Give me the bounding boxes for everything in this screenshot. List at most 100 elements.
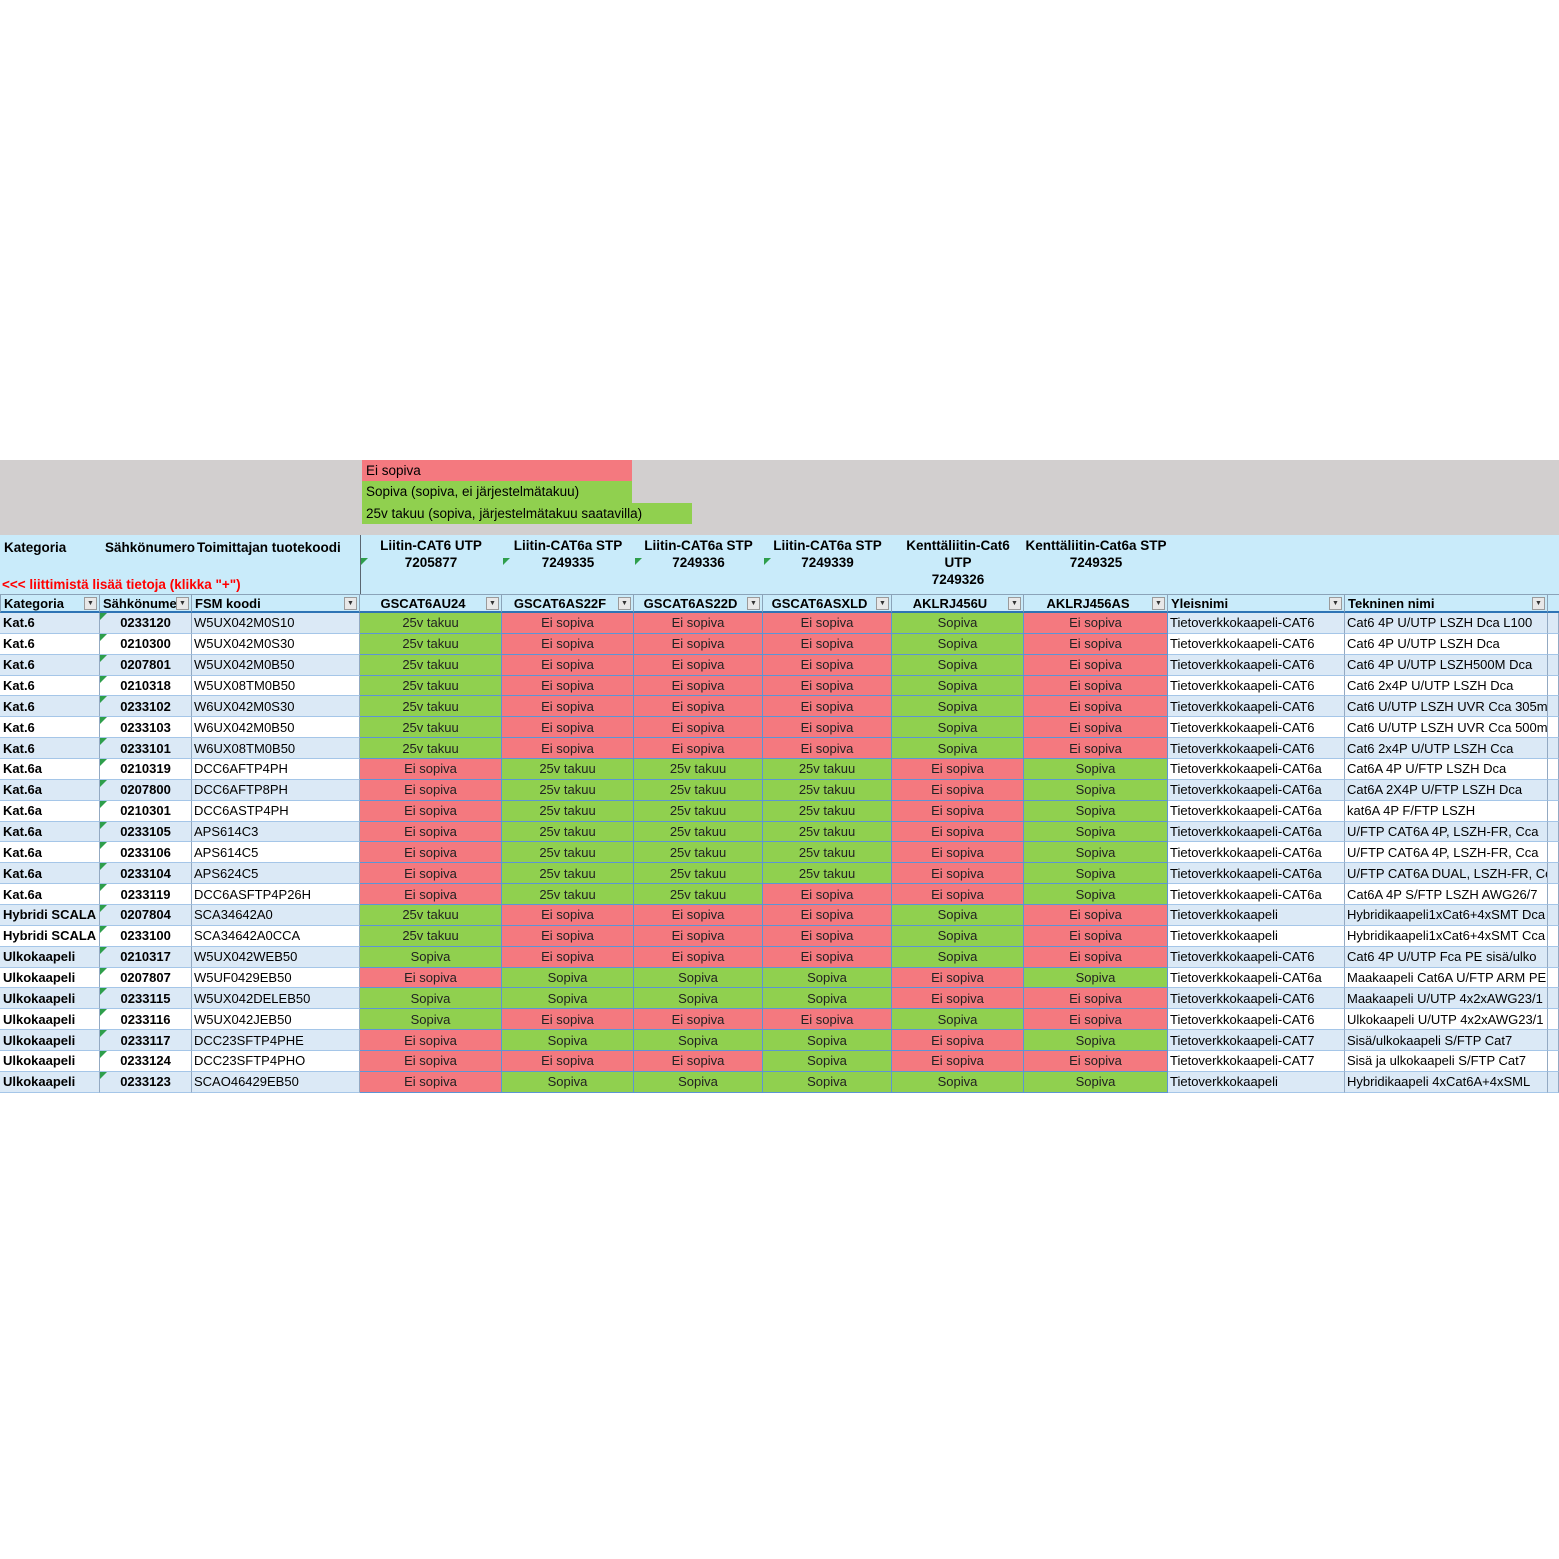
cell-status[interactable]: Ei sopiva <box>502 633 634 655</box>
cell-status[interactable]: Ei sopiva <box>1024 696 1168 718</box>
cell-status[interactable]: Ei sopiva <box>360 800 502 822</box>
cell-status[interactable]: Sopiva <box>892 738 1024 760</box>
cell-tekninen-nimi[interactable]: Cat6A 2X4P U/FTP LSZH Dca <box>1345 779 1548 801</box>
filter-dropdown-icon[interactable]: ▼ <box>84 597 97 610</box>
cell-status[interactable]: Ei sopiva <box>634 633 763 655</box>
cell-fsm-koodi[interactable]: W5UX042WEB50 <box>192 946 360 968</box>
cell-kategoria[interactable]: Kat.6a <box>0 759 100 780</box>
cell-tekninen-nimi[interactable]: Maakaapeli Cat6A U/FTP ARM PE <box>1345 967 1548 989</box>
cell-sahkonumero[interactable]: 0233115 <box>100 988 192 1010</box>
cell-status[interactable]: Ei sopiva <box>763 1009 892 1031</box>
cell-fsm-koodi[interactable]: DCC6AFTP4PH <box>192 759 360 780</box>
cell-status[interactable]: 25v takuu <box>763 779 892 801</box>
cell-status[interactable]: Ei sopiva <box>502 696 634 718</box>
cell-status[interactable]: Sopiva <box>1024 800 1168 822</box>
cell-status[interactable]: Ei sopiva <box>763 946 892 968</box>
cell-status[interactable]: Ei sopiva <box>360 821 502 843</box>
cell-fsm-koodi[interactable]: W6UX042M0S30 <box>192 696 360 718</box>
filter-dropdown-icon[interactable]: ▼ <box>176 597 189 610</box>
cell-status[interactable]: 25v takuu <box>360 613 502 634</box>
cell-status[interactable]: Sopiva <box>763 1071 892 1093</box>
cell-status[interactable]: 25v takuu <box>634 842 763 864</box>
cell-extra[interactable] <box>1548 696 1559 718</box>
cell-sahkonumero[interactable]: 0233101 <box>100 738 192 760</box>
cell-status[interactable]: Ei sopiva <box>763 884 892 906</box>
cell-fsm-koodi[interactable]: W5UX042M0B50 <box>192 654 360 676</box>
filter-dropdown-icon[interactable]: ▼ <box>344 597 357 610</box>
cell-kategoria[interactable]: Kat.6a <box>0 821 100 843</box>
cell-status[interactable]: Sopiva <box>892 1071 1024 1093</box>
cell-status[interactable]: Ei sopiva <box>360 1030 502 1052</box>
cell-status[interactable]: Ei sopiva <box>763 717 892 739</box>
cell-fsm-koodi[interactable]: W5UX042DELEB50 <box>192 988 360 1010</box>
cell-extra[interactable] <box>1548 821 1559 843</box>
cell-extra[interactable] <box>1548 988 1559 1010</box>
cell-kategoria[interactable]: Kat.6a <box>0 884 100 906</box>
filter-dropdown-icon[interactable]: ▼ <box>1008 597 1021 610</box>
cell-fsm-koodi[interactable]: W5UX042M0S10 <box>192 613 360 634</box>
cell-yleisnimi[interactable]: Tietoverkkokaapeli-CAT6a <box>1168 863 1345 885</box>
cell-status[interactable]: Sopiva <box>763 988 892 1010</box>
cell-kategoria[interactable]: Kat.6a <box>0 779 100 801</box>
cell-kategoria[interactable]: Kat.6 <box>0 738 100 760</box>
cell-tekninen-nimi[interactable]: Cat6 2x4P U/UTP LSZH Dca <box>1345 675 1548 697</box>
cell-kategoria[interactable]: Kat.6 <box>0 675 100 697</box>
cell-status[interactable]: Ei sopiva <box>502 738 634 760</box>
cell-status[interactable]: 25v takuu <box>360 654 502 676</box>
cell-status[interactable]: Sopiva <box>892 1009 1024 1031</box>
cell-extra[interactable] <box>1548 675 1559 697</box>
cell-extra[interactable] <box>1548 946 1559 968</box>
cell-status[interactable]: Ei sopiva <box>892 1051 1024 1072</box>
cell-status[interactable]: Ei sopiva <box>763 905 892 926</box>
cell-status[interactable]: 25v takuu <box>360 633 502 655</box>
cell-status[interactable]: Ei sopiva <box>502 1009 634 1031</box>
cell-status[interactable]: Ei sopiva <box>892 988 1024 1010</box>
cell-status[interactable]: Sopiva <box>892 946 1024 968</box>
cell-sahkonumero[interactable]: 0233117 <box>100 1030 192 1052</box>
filter-dropdown-icon[interactable]: ▼ <box>1532 597 1545 610</box>
cell-status[interactable]: Sopiva <box>1024 1030 1168 1052</box>
cell-status[interactable]: 25v takuu <box>763 842 892 864</box>
cell-tekninen-nimi[interactable]: U/FTP CAT6A 4P, LSZH-FR, Cca <box>1345 842 1548 864</box>
cell-status[interactable]: Ei sopiva <box>1024 988 1168 1010</box>
cell-yleisnimi[interactable]: Tietoverkkokaapeli-CAT6 <box>1168 675 1345 697</box>
cell-fsm-koodi[interactable]: APS614C5 <box>192 842 360 864</box>
cell-status[interactable]: Sopiva <box>892 717 1024 739</box>
cell-kategoria[interactable]: Ulkokaapeli <box>0 1030 100 1052</box>
cell-status[interactable]: Ei sopiva <box>1024 717 1168 739</box>
cell-tekninen-nimi[interactable]: Cat6 4P U/UTP LSZH500M Dca <box>1345 654 1548 676</box>
cell-fsm-koodi[interactable]: SCA34642A0 <box>192 905 360 926</box>
cell-status[interactable]: 25v takuu <box>634 759 763 780</box>
cell-sahkonumero[interactable]: 0233124 <box>100 1051 192 1072</box>
cell-kategoria[interactable]: Kat.6a <box>0 863 100 885</box>
cell-status[interactable]: Ei sopiva <box>634 925 763 947</box>
cell-status[interactable]: Ei sopiva <box>634 1051 763 1072</box>
filter-dropdown-icon[interactable]: ▼ <box>618 597 631 610</box>
cell-extra[interactable] <box>1548 905 1559 926</box>
cell-status[interactable]: Sopiva <box>634 1071 763 1093</box>
cell-status[interactable]: Ei sopiva <box>360 884 502 906</box>
cell-status[interactable]: Sopiva <box>502 988 634 1010</box>
cell-status[interactable]: Ei sopiva <box>634 905 763 926</box>
cell-tekninen-nimi[interactable]: Hybridikaapeli 4xCat6A+4xSML <box>1345 1071 1548 1093</box>
cell-status[interactable]: Ei sopiva <box>634 1009 763 1031</box>
cell-fsm-koodi[interactable]: APS624C5 <box>192 863 360 885</box>
cell-status[interactable]: Ei sopiva <box>892 967 1024 989</box>
cell-yleisnimi[interactable]: Tietoverkkokaapeli <box>1168 925 1345 947</box>
cell-status[interactable]: 25v takuu <box>763 800 892 822</box>
cell-status[interactable]: 25v takuu <box>634 884 763 906</box>
cell-tekninen-nimi[interactable]: Sisä/ulkokaapeli S/FTP Cat7 <box>1345 1030 1548 1052</box>
cell-status[interactable]: 25v takuu <box>502 842 634 864</box>
cell-yleisnimi[interactable]: Tietoverkkokaapeli-CAT6 <box>1168 738 1345 760</box>
cell-extra[interactable] <box>1548 1051 1559 1072</box>
cell-fsm-koodi[interactable]: DCC6ASFTP4P26H <box>192 884 360 906</box>
cell-extra[interactable] <box>1548 842 1559 864</box>
cell-status[interactable]: Ei sopiva <box>763 738 892 760</box>
cell-status[interactable]: Ei sopiva <box>892 1030 1024 1052</box>
cell-kategoria[interactable]: Kat.6 <box>0 696 100 718</box>
filter-dropdown-icon[interactable]: ▼ <box>876 597 889 610</box>
cell-status[interactable]: Ei sopiva <box>1024 1051 1168 1072</box>
cell-yleisnimi[interactable]: Tietoverkkokaapeli-CAT6a <box>1168 842 1345 864</box>
cell-sahkonumero[interactable]: 0210319 <box>100 759 192 780</box>
cell-status[interactable]: Ei sopiva <box>502 654 634 676</box>
